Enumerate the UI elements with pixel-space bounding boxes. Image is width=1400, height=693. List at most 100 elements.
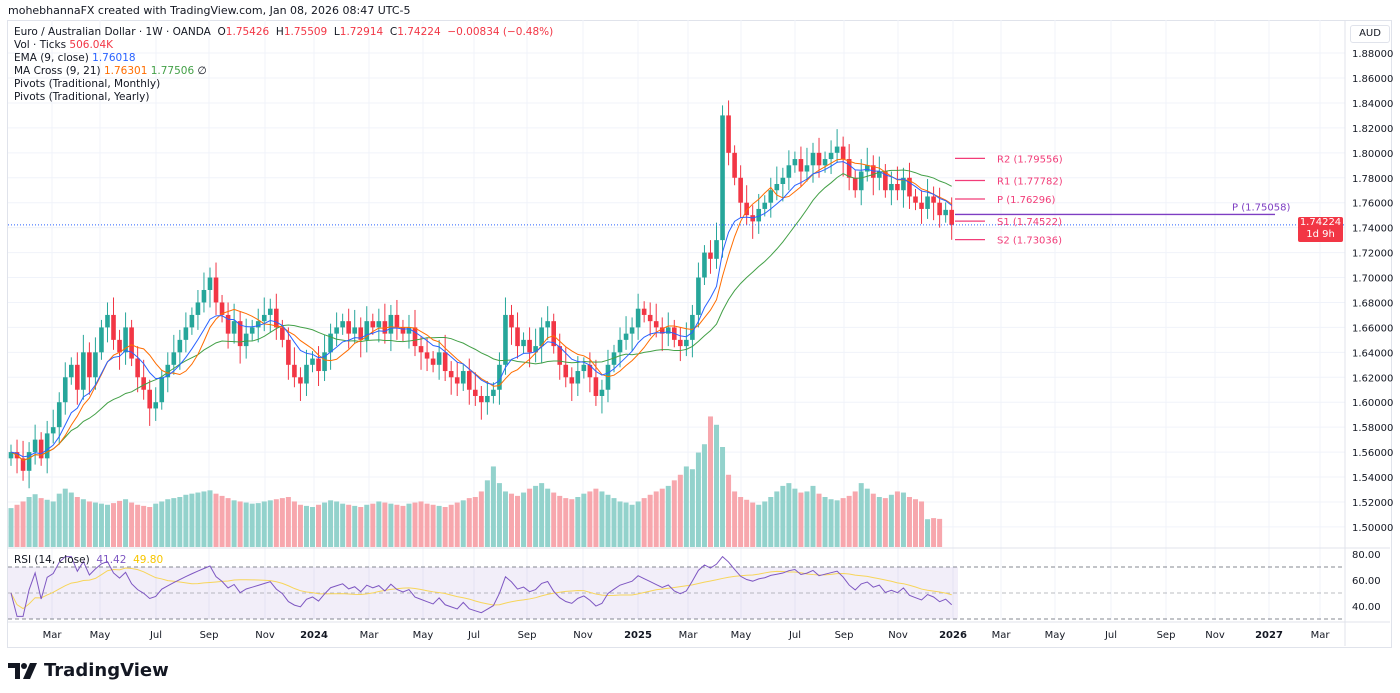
- volume-bar: [919, 501, 925, 547]
- candle: [659, 317, 665, 352]
- volume-bar: [810, 485, 816, 547]
- last-price-label: 1.74224 1d 9h: [1298, 217, 1343, 242]
- candle: [322, 334, 327, 382]
- volume-legend[interactable]: Vol · Ticks 506.04K: [14, 39, 553, 52]
- candle: [732, 145, 737, 186]
- candle-body: [949, 209, 954, 225]
- volume-bar: [14, 504, 20, 547]
- candle-body: [828, 152, 834, 160]
- candle-body: [436, 352, 442, 365]
- candle-body: [756, 208, 762, 222]
- volume-bar: [611, 498, 617, 547]
- price-tick-label: 1.62000: [1352, 373, 1393, 384]
- rsi-ma-line: [10, 567, 952, 610]
- volume-bar: [249, 503, 255, 547]
- volume-bar: [545, 488, 551, 547]
- candle-body: [647, 314, 653, 322]
- volume-bar: [213, 493, 219, 547]
- rsi-ma-value: 49.80: [133, 554, 164, 566]
- monthly-pivot-label: P (1.76296): [997, 195, 1055, 206]
- ema-legend[interactable]: EMA (9, close) 1.76018: [14, 52, 553, 65]
- volume-bar: [683, 466, 689, 547]
- candle: [412, 309, 418, 357]
- volume-bar: [273, 499, 279, 547]
- candle: [201, 272, 207, 313]
- volume-bar: [460, 500, 466, 547]
- price-tick-label: 1.88000: [1352, 49, 1393, 60]
- high-label: H: [275, 26, 284, 38]
- time-tick-label: 2025: [624, 630, 652, 641]
- candle: [852, 170, 858, 198]
- candle-body: [394, 314, 400, 328]
- volume-bar: [38, 498, 44, 547]
- candle: [382, 303, 388, 344]
- candle: [219, 294, 225, 323]
- candle-body: [255, 321, 261, 328]
- volume-bar: [701, 444, 707, 547]
- pivots-yearly-legend[interactable]: Pivots (Traditional, Yearly): [14, 91, 150, 103]
- candle: [780, 167, 786, 202]
- symbol-legend[interactable]: Euro / Australian Dollar · 1W · OANDA O1…: [14, 26, 553, 39]
- candle-body: [907, 177, 912, 197]
- volume-bar: [86, 501, 92, 547]
- candle: [93, 337, 98, 390]
- candle-body: [195, 302, 201, 315]
- volume-bar: [448, 504, 454, 547]
- candle-body: [56, 402, 62, 428]
- volume-bar: [177, 497, 183, 547]
- candle: [870, 155, 876, 196]
- volume-bar: [551, 492, 557, 547]
- volume-bar: [931, 518, 937, 547]
- candle: [334, 312, 339, 347]
- candle-body: [515, 327, 520, 347]
- candle: [569, 367, 575, 401]
- candle-body: [720, 115, 725, 241]
- candle-body: [147, 389, 152, 409]
- close-value: 1.74224: [397, 26, 441, 38]
- candle: [50, 409, 56, 444]
- candle: [316, 346, 321, 387]
- volume-bar: [533, 485, 539, 547]
- candle-body: [298, 377, 303, 384]
- ma-cross-legend[interactable]: MA Cross (9, 21) 1.76301 1.77506 ∅: [14, 65, 553, 78]
- pivots-monthly-legend[interactable]: Pivots (Traditional, Monthly): [14, 78, 161, 90]
- currency-unit-button[interactable]: AUD: [1350, 25, 1390, 43]
- candle: [539, 317, 544, 364]
- candle: [87, 342, 92, 395]
- candle: [8, 444, 14, 466]
- candle-body: [135, 358, 140, 378]
- candle-body: [292, 364, 297, 378]
- candle-body: [913, 196, 918, 203]
- monthly-pivot-label: S2 (1.73036): [997, 236, 1062, 247]
- candle-body: [286, 339, 291, 365]
- tradingview-logo[interactable]: TradingView: [8, 660, 169, 681]
- candle-body: [99, 327, 104, 353]
- rsi-legend[interactable]: RSI (14, close) 41.42 49.80: [14, 554, 163, 566]
- candle: [804, 147, 810, 182]
- volume-bar: [798, 492, 804, 547]
- candle-body: [611, 352, 617, 365]
- candle-body: [599, 389, 605, 396]
- volume-bar: [8, 508, 14, 547]
- volume-bar: [472, 497, 478, 547]
- volume-bar: [822, 497, 828, 547]
- volume-bar: [508, 493, 514, 547]
- candle: [280, 319, 285, 348]
- tradingview-logo-icon: [8, 662, 37, 679]
- time-tick-label: Sep: [518, 630, 537, 641]
- volume-bar: [430, 504, 436, 547]
- candle-body: [20, 458, 26, 471]
- time-tick-label: Sep: [200, 630, 219, 641]
- time-tick-label: Jul: [149, 630, 162, 641]
- candle: [726, 100, 731, 166]
- volume-bar: [80, 499, 86, 547]
- ma-slow-value: 1.77506: [150, 65, 195, 77]
- volume-bar: [370, 503, 376, 547]
- candle: [623, 316, 629, 350]
- candle-body: [267, 308, 273, 315]
- candle: [340, 313, 345, 335]
- price-tick-label: 1.68000: [1352, 298, 1393, 309]
- candle-body: [274, 308, 279, 328]
- candle: [834, 129, 840, 163]
